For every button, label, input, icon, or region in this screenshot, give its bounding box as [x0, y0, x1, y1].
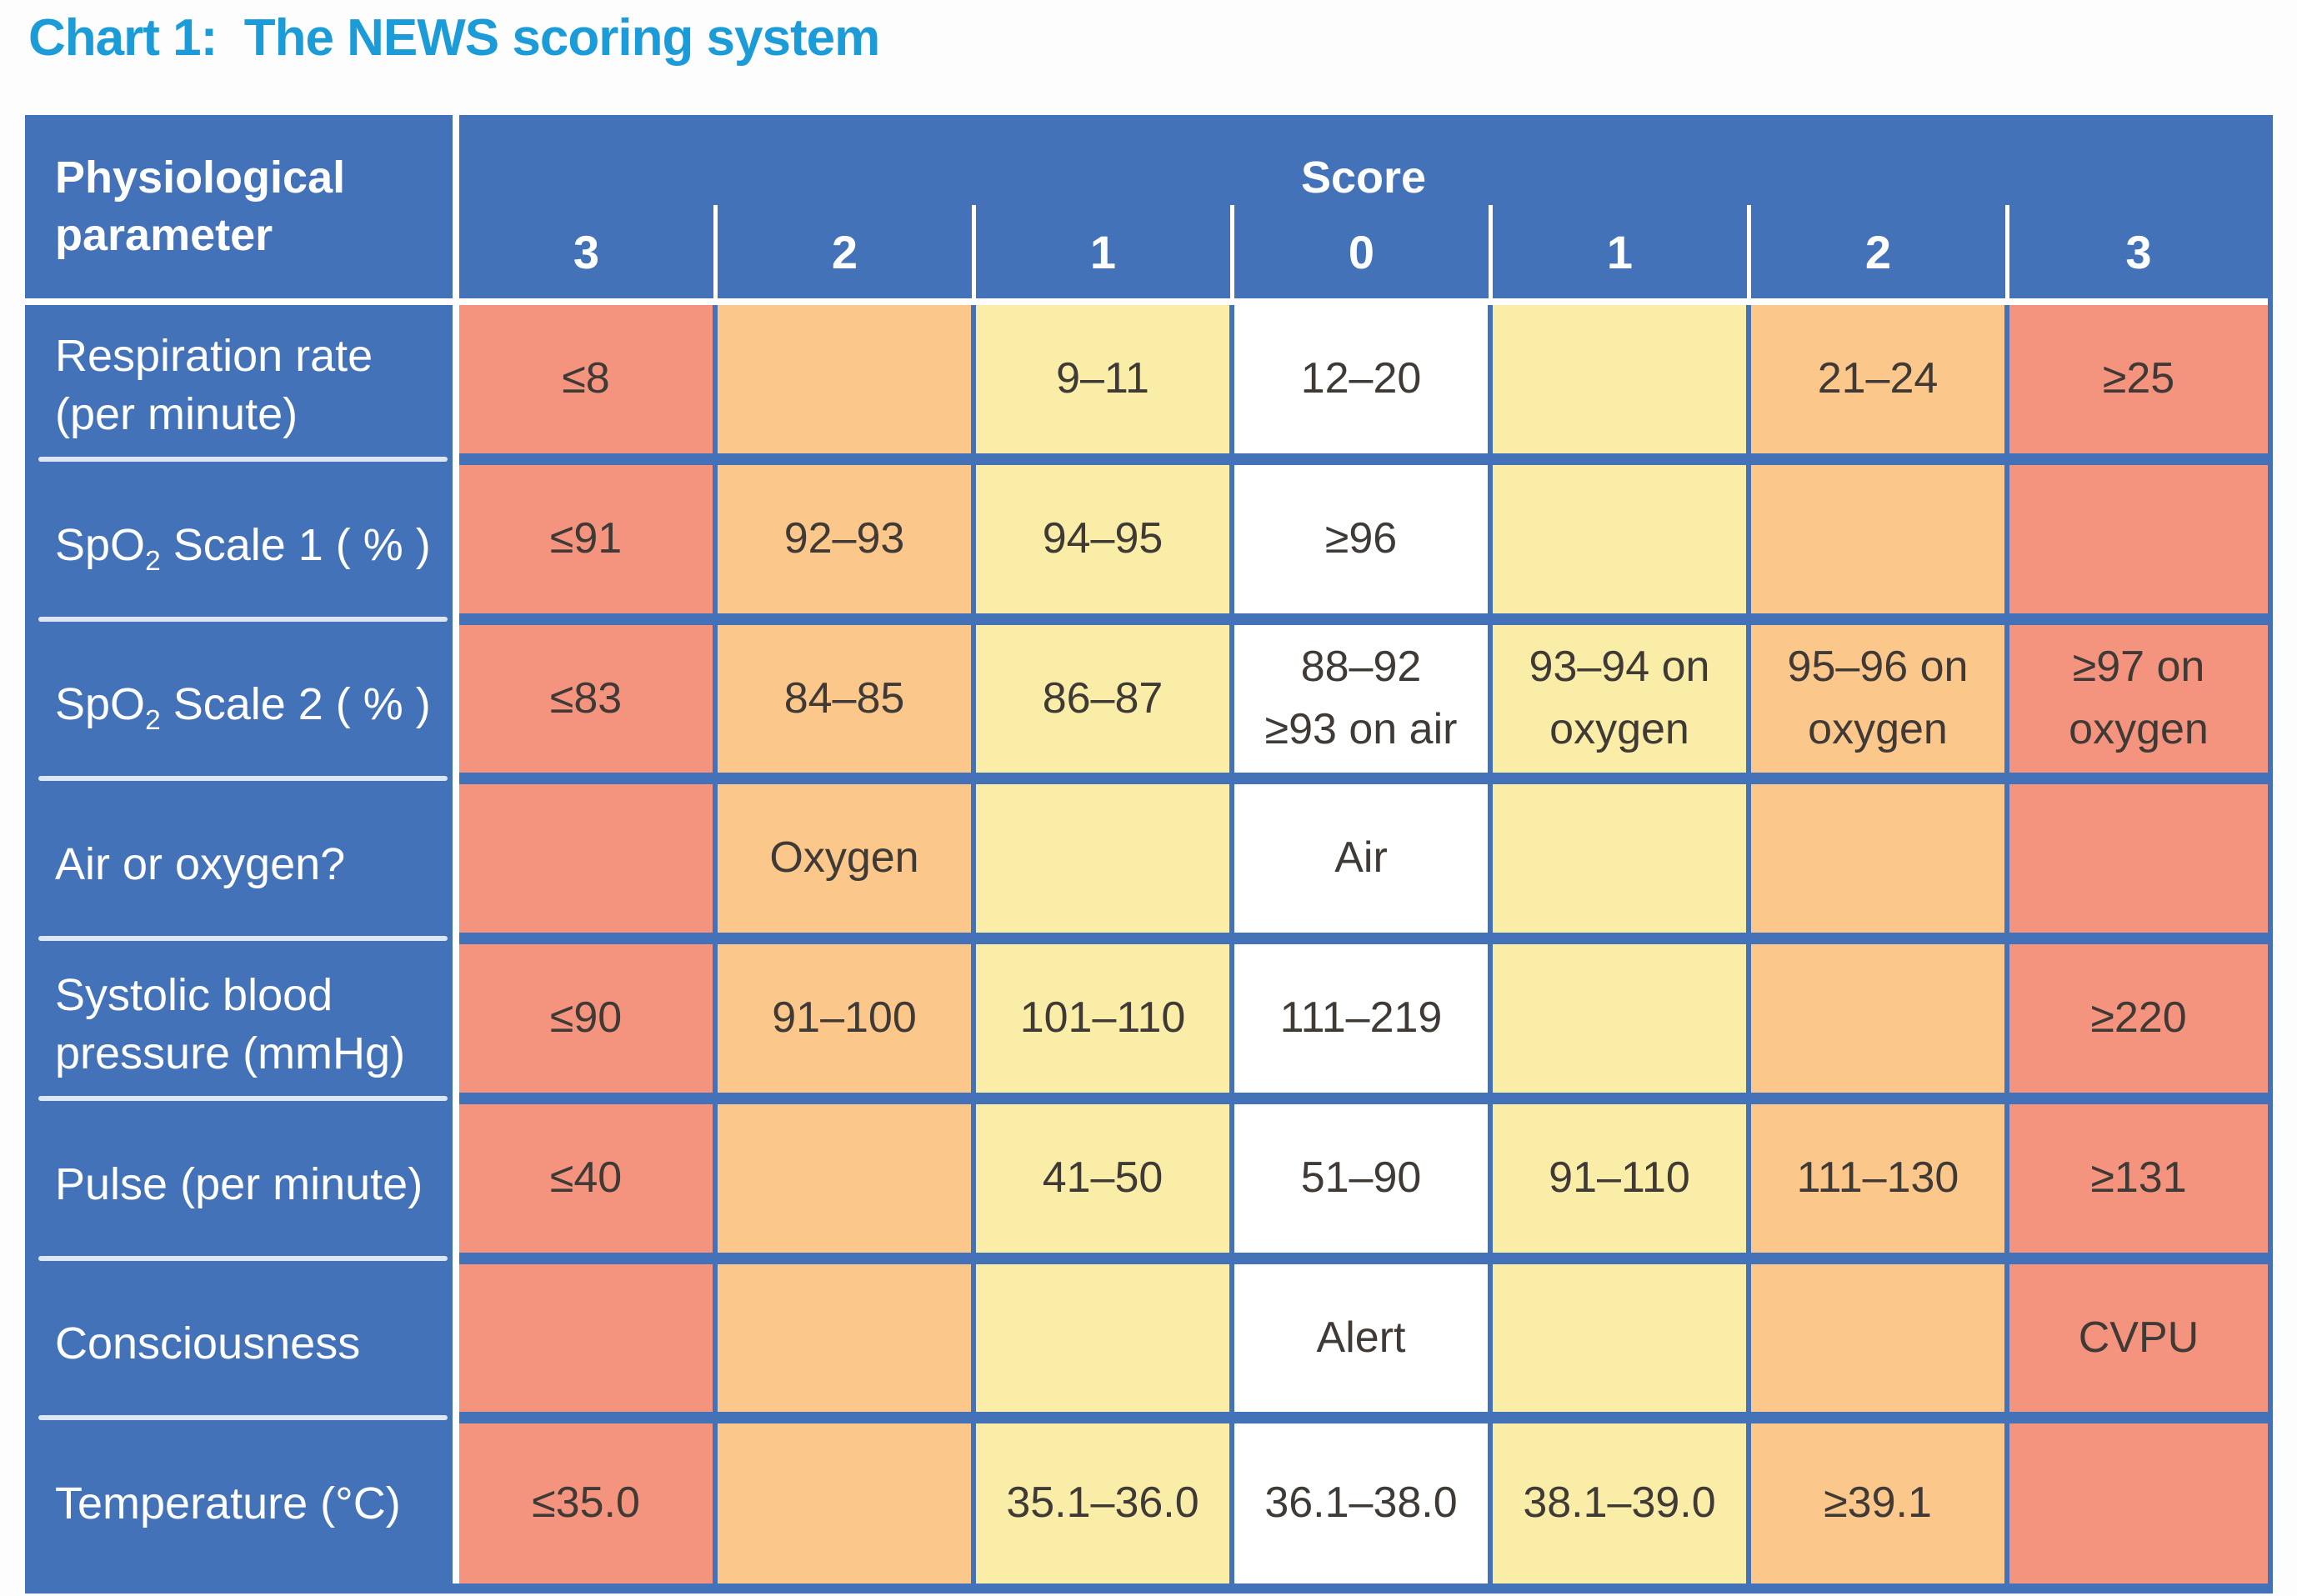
score-cell: Air [1234, 784, 1493, 944]
score-col-3-right: 3 [2125, 225, 2152, 278]
score-col-1-right: 1 [1493, 205, 1751, 298]
score-cell: 35.1–36.0 [976, 1423, 1234, 1583]
table-grid: Physiological parameter Score 3 2 1 0 1 … [25, 115, 2268, 1583]
score-cell: 36.1–38.0 [1234, 1423, 1493, 1583]
score-cell: 51–90 [1234, 1103, 1493, 1264]
score-cell [1493, 944, 1751, 1104]
score-cell: ≤40 [459, 1103, 718, 1264]
score-cell: 94–95 [976, 464, 1234, 625]
score-cell [459, 784, 718, 944]
score-cell: 84–85 [718, 624, 976, 785]
score-cell: 111–219 [1234, 944, 1493, 1104]
score-cell: ≥220 [2009, 944, 2268, 1104]
score-cell: ≥25 [2009, 305, 2268, 465]
score-cell: 41–50 [976, 1103, 1234, 1264]
row-label-respiration-rate: Respiration rate (per minute) [25, 305, 453, 465]
score-col-1-left: 1 [976, 205, 1234, 298]
news-scoring-table: Physiological parameter Score 3 2 1 0 1 … [25, 115, 2273, 1593]
score-cell [1751, 1263, 2009, 1424]
score-cell: ≤35.0 [459, 1423, 718, 1583]
score-numbers-row: 3 2 1 0 1 2 3 [459, 205, 2268, 298]
score-cell: 38.1–39.0 [1493, 1423, 1751, 1583]
score-cell [976, 784, 1234, 944]
score-cell: ≤83 [459, 624, 718, 785]
score-cell: ≤8 [459, 305, 718, 465]
score-cell [1751, 464, 2009, 625]
score-cell: 92–93 [718, 464, 976, 625]
row-label-spo2-scale-2: SpO2 Scale 2 ( % ) [25, 625, 453, 785]
row-label-air-or-oxygen: Air or oxygen? [25, 784, 453, 944]
score-cell [1493, 305, 1751, 465]
score-cell [1751, 784, 2009, 944]
score-cell [459, 1263, 718, 1424]
score-cell: 111–130 [1751, 1103, 2009, 1264]
row-label-systolic-bp: Systolic blood pressure (mmHg) [25, 944, 453, 1104]
score-cell: ≥97 on oxygen [2009, 624, 2268, 785]
score-cell [2009, 1423, 2268, 1583]
score-title: Score [1300, 153, 1427, 203]
score-cell [718, 1423, 976, 1583]
score-col-2-left: 2 [718, 205, 976, 298]
row-label-pulse: Pulse (per minute) [25, 1104, 453, 1264]
row-label-temperature: Temperature (°C) [55, 1478, 401, 1529]
page-title: Chart 1: The NEWS scoring system [28, 9, 880, 67]
header-divider-line [25, 298, 2268, 305]
score-cell: Oxygen [718, 784, 976, 944]
score-cell: 9–11 [976, 305, 1234, 465]
score-cell [1751, 944, 2009, 1104]
score-col-0: 0 [1234, 205, 1493, 298]
label-column-divider [453, 115, 459, 1583]
score-cell: Alert [1234, 1263, 1493, 1424]
score-cell: ≤91 [459, 464, 718, 625]
corner-header: Physiological parameter [55, 152, 346, 260]
row-label-consciousness: Consciousness [25, 1264, 453, 1424]
score-cell: 88–92 ≥93 on air [1234, 624, 1493, 785]
score-col-2-right: 2 [1751, 205, 2009, 298]
score-cell: ≥131 [2009, 1103, 2268, 1264]
score-cell: ≤90 [459, 944, 718, 1104]
score-cell: CVPU [2009, 1263, 2268, 1424]
score-cell: 91–110 [1493, 1103, 1751, 1264]
score-cell [1493, 1263, 1751, 1424]
score-cell: ≥96 [1234, 464, 1493, 625]
score-cell [718, 1263, 976, 1424]
score-cell: 93–94 on oxygen [1493, 624, 1751, 785]
score-cell: 91–100 [718, 944, 976, 1104]
score-cell [718, 1103, 976, 1264]
score-cell: 12–20 [1234, 305, 1493, 465]
score-cell: ≥39.1 [1751, 1423, 2009, 1583]
score-cell [1493, 784, 1751, 944]
score-cell: 95–96 on oxygen [1751, 624, 2009, 785]
score-cell [2009, 784, 2268, 944]
score-col-3-left: 3 [459, 205, 718, 298]
score-cell: 101–110 [976, 944, 1234, 1104]
score-cell [976, 1263, 1234, 1424]
score-cell [2009, 464, 2268, 625]
score-header: Score 3 2 1 0 1 2 3 [459, 115, 2268, 298]
score-cell [718, 305, 976, 465]
score-cell: 86–87 [976, 624, 1234, 785]
score-cell [1493, 464, 1751, 625]
score-cell: 21–24 [1751, 305, 2009, 465]
row-label-spo2-scale-1: SpO2 Scale 1 ( % ) [25, 465, 453, 625]
